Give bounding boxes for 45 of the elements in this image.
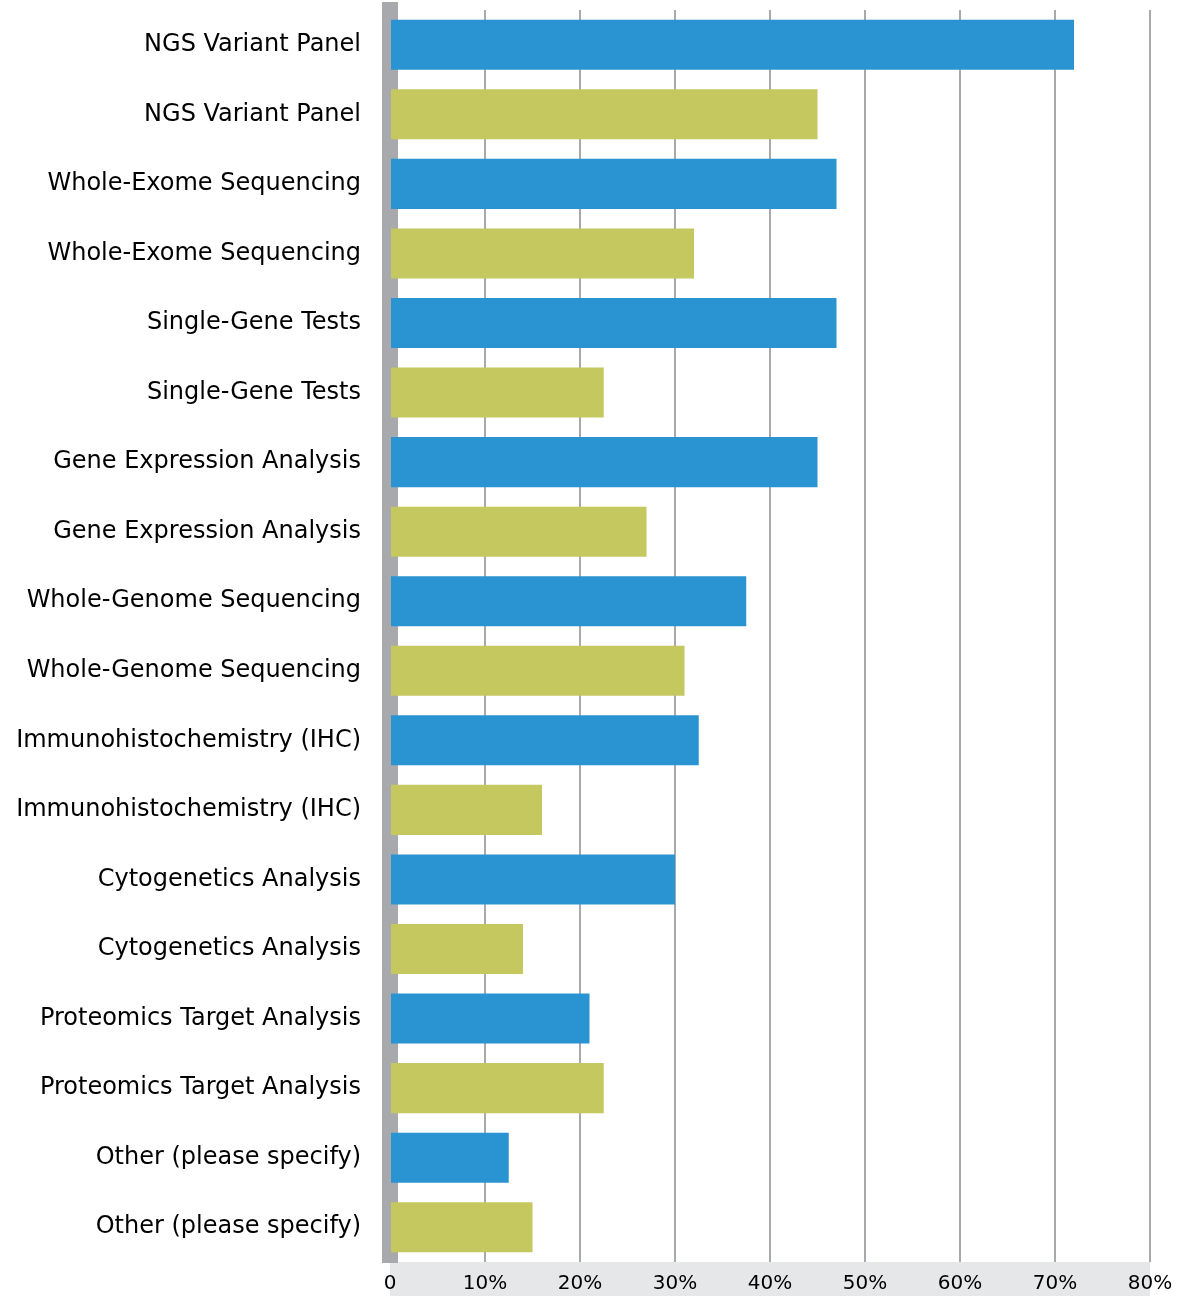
y-tick-label: Proteomics Target Analysis xyxy=(39,1002,361,1031)
y-tick-label: NGS Variant Panel xyxy=(144,98,361,127)
y-tick-label: Cytogenetics Analysis xyxy=(97,863,361,892)
bar xyxy=(391,367,604,418)
y-tick-label: Whole-Genome Sequencing xyxy=(26,585,361,614)
x-tick-label: 40% xyxy=(747,1270,793,1295)
bar xyxy=(391,158,837,209)
y-tick-label: Single-Gene Tests xyxy=(146,307,361,336)
bar xyxy=(391,297,837,349)
bar xyxy=(391,645,685,696)
x-tick-label: 80% xyxy=(1127,1270,1173,1295)
bar xyxy=(391,89,818,140)
x-tick-label: 0 xyxy=(383,1270,397,1295)
bar xyxy=(391,923,523,975)
bar xyxy=(391,506,647,557)
y-tick-label: Cytogenetics Analysis xyxy=(97,933,361,962)
y-tick-label: Immunohistochemistry (IHC) xyxy=(16,794,361,823)
x-tick-label: 70% xyxy=(1032,1270,1078,1295)
bar xyxy=(391,854,675,905)
bar xyxy=(391,576,747,627)
y-tick-label: Immunohistochemistry (IHC) xyxy=(16,724,361,753)
y-tick-label: Single-Gene Tests xyxy=(146,376,361,405)
bar xyxy=(391,1132,509,1183)
bar xyxy=(391,993,590,1044)
y-tick-label: Proteomics Target Analysis xyxy=(39,1072,361,1101)
bar xyxy=(391,715,699,766)
bar xyxy=(391,228,694,279)
x-tick-label: 30% xyxy=(652,1270,698,1295)
bar xyxy=(391,784,542,835)
y-tick-label: NGS Variant Panel xyxy=(144,29,361,58)
bar xyxy=(391,19,1074,70)
x-tick-label: 50% xyxy=(842,1270,888,1295)
y-tick-label: Other (please specify) xyxy=(95,1141,361,1170)
y-tick-label: Whole-Exome Sequencing xyxy=(47,168,361,197)
y-tick-label: Whole-Exome Sequencing xyxy=(47,237,361,266)
bar xyxy=(391,1063,604,1114)
x-tick-label: 10% xyxy=(462,1270,508,1295)
x-tick-label: 20% xyxy=(557,1270,603,1295)
bar xyxy=(391,437,818,488)
y-tick-label: Gene Expression Analysis xyxy=(53,515,361,544)
y-tick-label: Other (please specify) xyxy=(95,1211,361,1240)
y-tick-label: Gene Expression Analysis xyxy=(53,446,361,475)
bar xyxy=(391,1202,533,1253)
x-tick-label: 60% xyxy=(937,1270,983,1295)
y-tick-label: Whole-Genome Sequencing xyxy=(26,655,361,684)
